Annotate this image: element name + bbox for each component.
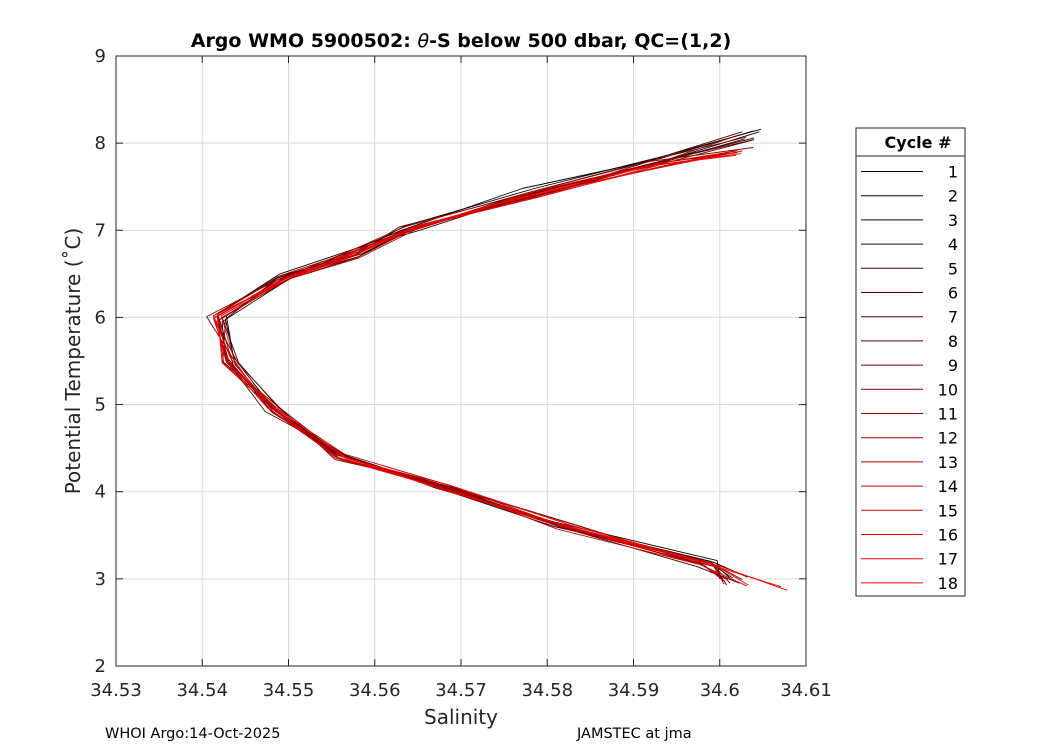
footer-right-credit: JAMSTEC at jma [577, 726, 692, 742]
legend-label-cycle-11: 11 [938, 405, 958, 424]
legend-label-cycle-13: 13 [938, 453, 958, 472]
x-tick-label: 34.6 [700, 680, 740, 701]
x-axis-label: Salinity [424, 705, 498, 729]
x-tick-label: 34.61 [780, 680, 832, 701]
legend-label-cycle-4: 4 [948, 235, 958, 254]
x-tick-label: 34.59 [608, 680, 660, 701]
series-lines [206, 128, 788, 591]
legend-label-cycle-10: 10 [938, 380, 958, 399]
legend-label-cycle-18: 18 [938, 574, 958, 593]
legend-label-cycle-6: 6 [948, 284, 958, 303]
legend-box [855, 127, 966, 597]
x-tick-label: 34.55 [263, 680, 315, 701]
chart-title: Argo WMO 5900502: θ-S below 500 dbar, QC… [191, 30, 732, 52]
legend-label-cycle-7: 7 [948, 308, 958, 327]
series-line-cycle-17 [220, 153, 788, 591]
x-tick-label: 34.58 [521, 680, 573, 701]
y-tick-label: 8 [95, 133, 106, 154]
legend-label-cycle-9: 9 [948, 356, 958, 375]
footer-left-credit: WHOI Argo:14-Oct-2025 [105, 726, 281, 742]
y-tick-label: 4 [95, 482, 106, 503]
y-tick-label: 2 [95, 656, 106, 677]
legend-label-cycle-12: 12 [938, 429, 958, 448]
legend-label-cycle-8: 8 [948, 332, 958, 351]
x-tick-label: 34.56 [349, 680, 401, 701]
legend-title: Cycle # [885, 133, 952, 152]
x-tick-label: 34.57 [435, 680, 487, 701]
legend-label-cycle-16: 16 [938, 526, 958, 545]
legend-label-cycle-15: 15 [938, 501, 958, 520]
x-tick-label: 34.54 [176, 680, 228, 701]
x-tick-label: 34.53 [90, 680, 142, 701]
legend-label-cycle-1: 1 [948, 163, 958, 182]
axis-ticks: 34.53 34.54 34.55 34.56 34.57 34.58 34.59 34.6 3… [90, 46, 832, 701]
grid [116, 56, 806, 666]
series-line-cycle-15 [213, 150, 747, 587]
y-axis-label: Potential Temperature (˚C) [61, 228, 85, 495]
legend-label-cycle-3: 3 [948, 211, 958, 230]
y-tick-label: 3 [95, 569, 106, 590]
y-tick-label: 6 [95, 307, 106, 328]
legend-label-cycle-17: 17 [938, 550, 958, 569]
y-tick-label: 5 [95, 395, 106, 416]
y-tick-label: 9 [95, 46, 106, 67]
legend-label-cycle-5: 5 [948, 259, 958, 278]
legend-label-cycle-2: 2 [948, 187, 958, 206]
y-tick-label: 7 [95, 220, 106, 241]
legend-label-cycle-14: 14 [938, 477, 958, 496]
series-line-cycle-18 [213, 154, 782, 588]
series-line-cycle-16 [213, 152, 749, 586]
